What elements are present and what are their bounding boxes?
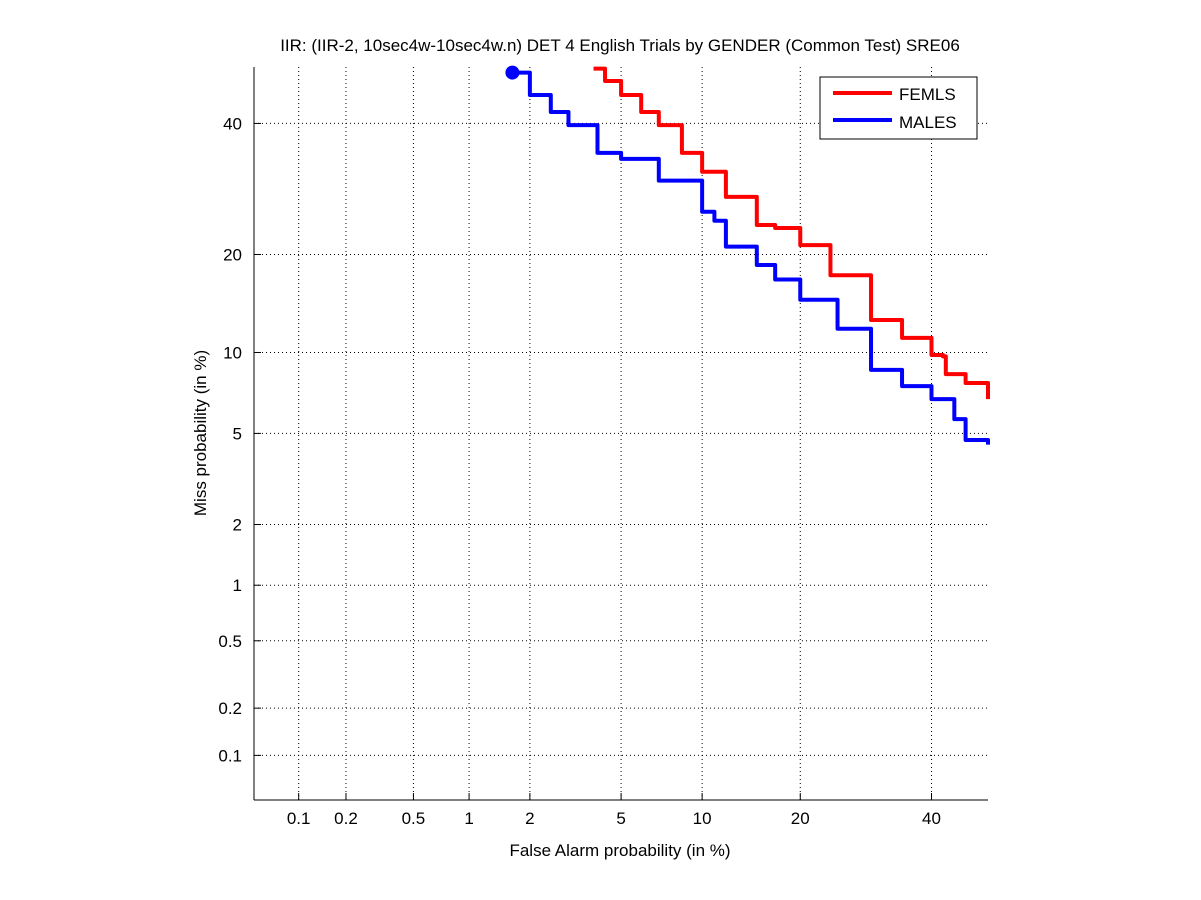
y-tick-label: 20 <box>223 245 242 264</box>
y-tick-label: 40 <box>223 114 242 133</box>
y-tick-label: 10 <box>223 343 242 362</box>
legend-label-males: MALES <box>899 113 957 132</box>
chart-title: IIR: (IIR-2, 10sec4w-10sec4w.n) DET 4 En… <box>280 36 960 55</box>
x-tick-label: 0.2 <box>334 809 358 828</box>
x-tick-label: 0.5 <box>402 809 426 828</box>
ticks: 0.1 0.2 0.5 1 2 5 10 20 40 0.1 0.2 0.5 1 2 5 10 20 40 <box>218 114 941 828</box>
min-dcf-marker <box>505 65 520 80</box>
x-tick-label: 5 <box>616 809 625 828</box>
x-tick-label: 1 <box>464 809 473 828</box>
y-axis-label: Miss probability (in %) <box>191 350 210 516</box>
y-tick-label: 5 <box>233 424 242 443</box>
y-tick-label: 2 <box>233 515 242 534</box>
series-group <box>505 65 990 445</box>
x-tick-label: 0.1 <box>287 809 311 828</box>
x-tick-label: 20 <box>791 809 810 828</box>
legend: FEMLS MALES <box>819 76 978 140</box>
series-line-femls <box>593 66 990 400</box>
x-tick-label: 2 <box>525 809 534 828</box>
x-axis-label: False Alarm probability (in %) <box>509 841 730 860</box>
y-tick-label: 1 <box>233 576 242 595</box>
grid <box>254 67 988 800</box>
y-tick-label: 0.1 <box>218 746 242 765</box>
y-tick-label: 0.5 <box>218 632 242 651</box>
y-tick-label: 0.2 <box>218 699 242 718</box>
x-tick-label: 10 <box>693 809 712 828</box>
legend-box <box>819 76 978 140</box>
series-line-males <box>512 70 990 445</box>
legend-label-femls: FEMLS <box>899 85 956 104</box>
x-tick-label: 40 <box>922 809 941 828</box>
